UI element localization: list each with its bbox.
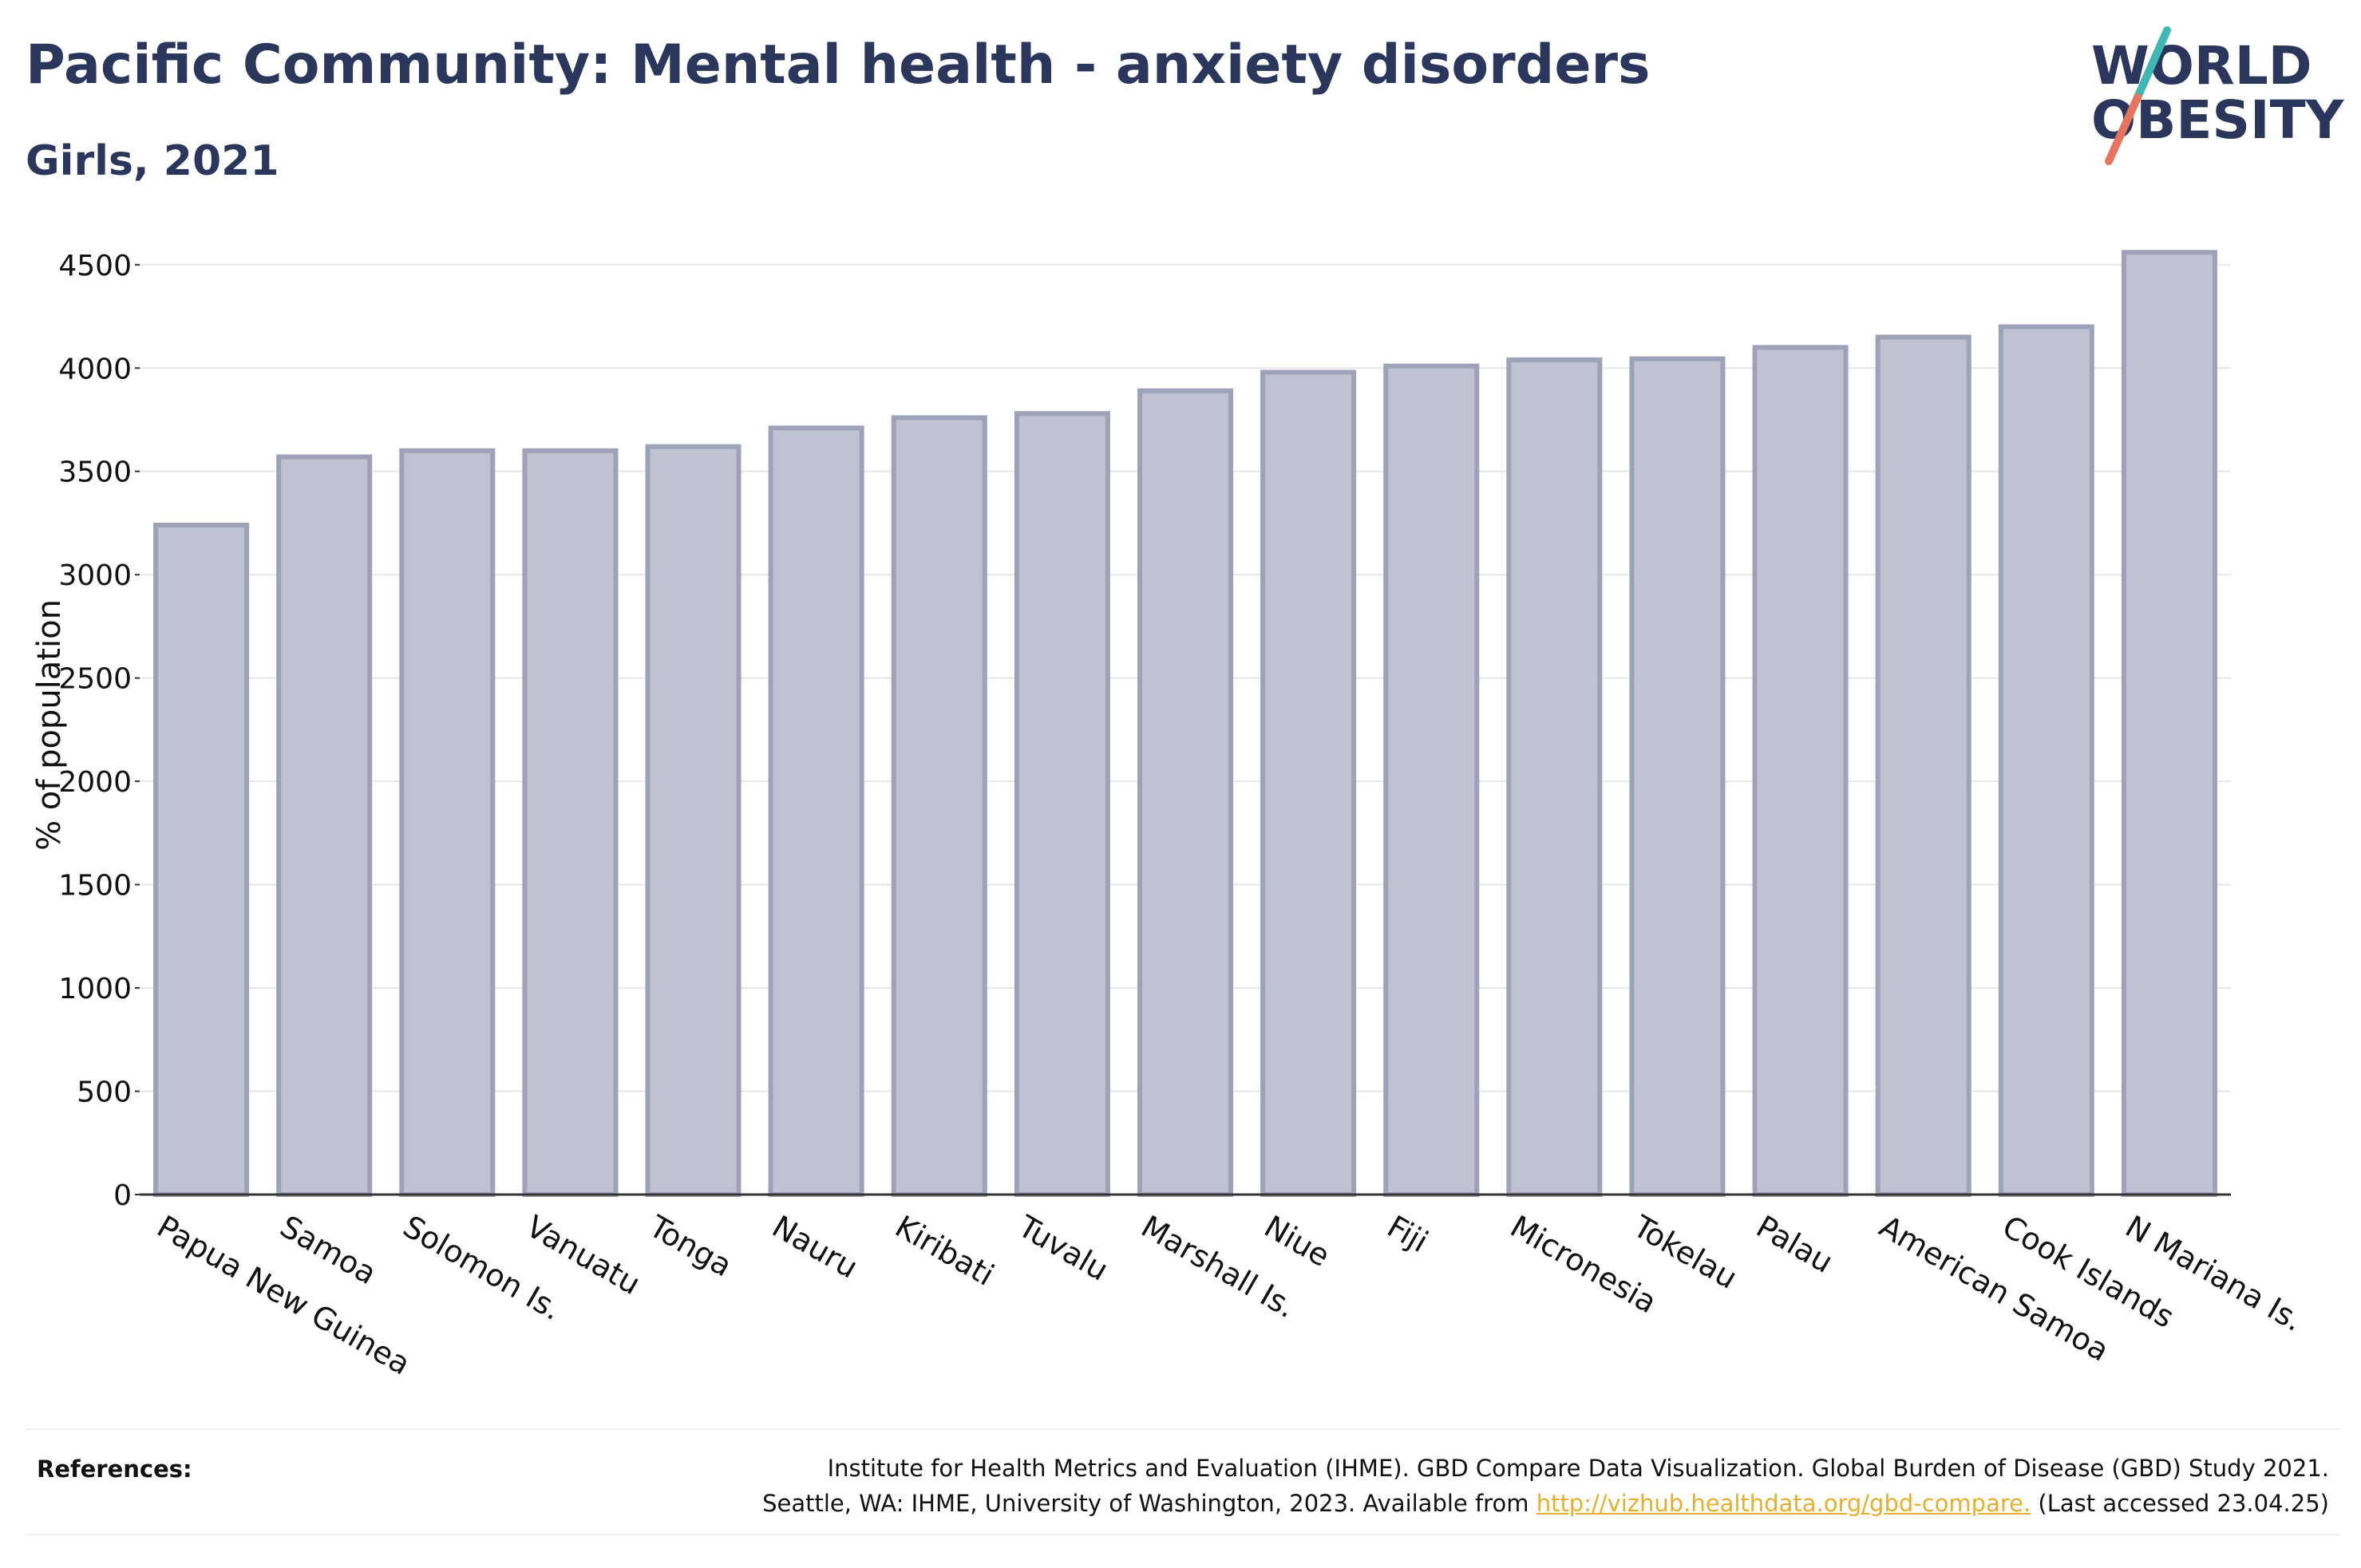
- x-tick-label: Tonga: [643, 1208, 738, 1283]
- x-tick-label: Niue: [1259, 1209, 1336, 1274]
- bar: [1014, 411, 1110, 1197]
- x-tick-label: Nauru: [766, 1209, 864, 1286]
- chart-subtitle: Girls, 2021: [26, 137, 279, 185]
- bar: [522, 448, 619, 1197]
- bar: [1137, 388, 1234, 1198]
- bar: [1383, 363, 1480, 1197]
- y-tick-label: 4000: [58, 353, 132, 385]
- y-tick-label: 0: [113, 1179, 132, 1212]
- references-line-2-start: Seattle, WA: IHME, University of Washing…: [762, 1490, 1536, 1517]
- references-box: References: Institute for Health Metrics…: [26, 1428, 2340, 1535]
- bar: [768, 425, 864, 1197]
- y-tick-label: 1500: [58, 870, 132, 902]
- references-line-2-end: (Last accessed 23.04.25): [2031, 1490, 2329, 1517]
- y-tick-label: 3000: [58, 559, 132, 592]
- bar: [645, 444, 742, 1197]
- x-tick-label: Tuvalu: [1012, 1208, 1114, 1288]
- bar-chart: 0 500 1000 1500 2000 2500 3000 3500 4000 4500 Pap…: [31, 250, 2309, 1382]
- references-text: Institute for Health Metrics and Evaluat…: [762, 1451, 2329, 1521]
- x-tick-label: American Samoa: [1873, 1209, 2114, 1369]
- logo-slash-teal: [2134, 26, 2171, 101]
- y-tick-label: 2500: [58, 663, 132, 696]
- bar: [1875, 334, 1971, 1197]
- references-line-1: Institute for Health Metrics and Evaluat…: [827, 1455, 2329, 1482]
- bar: [1998, 324, 2094, 1197]
- bar: [399, 448, 496, 1197]
- chart-title: Pacific Community: Mental health - anxie…: [26, 34, 1651, 97]
- bar: [2121, 250, 2217, 1197]
- y-tick-label: 2000: [58, 766, 132, 799]
- x-tick-label: Kiribati: [889, 1209, 1000, 1293]
- bars: [153, 250, 2217, 1198]
- bar: [891, 415, 987, 1197]
- y-tick-label: 3500: [58, 456, 132, 489]
- x-tick-label: Palau: [1750, 1209, 1839, 1280]
- bar: [153, 523, 250, 1197]
- y-tick-label: 4500: [58, 250, 132, 282]
- bar: [1629, 356, 1726, 1198]
- bar: [1260, 369, 1357, 1197]
- bar: [1506, 357, 1603, 1198]
- bar: [1752, 345, 1849, 1197]
- references-label: References:: [37, 1455, 192, 1483]
- references-link[interactable]: http://vizhub.healthdata.org/gbd-compare…: [1536, 1490, 2031, 1517]
- bar: [276, 454, 373, 1197]
- y-tick-labels: 0 500 1000 1500 2000 2500 3000 3500 4000 4500: [58, 250, 140, 1212]
- world-obesity-logo: WORLD OBESITY: [2091, 26, 2345, 165]
- y-tick-label: 500: [77, 1076, 132, 1109]
- logo-text-world: WORLD: [2091, 35, 2312, 97]
- x-tick-label: Fiji: [1382, 1209, 1434, 1259]
- y-axis-label: % of population: [31, 599, 68, 851]
- y-tick-label: 1000: [58, 973, 132, 1005]
- logo-slash-coral: [2105, 93, 2142, 165]
